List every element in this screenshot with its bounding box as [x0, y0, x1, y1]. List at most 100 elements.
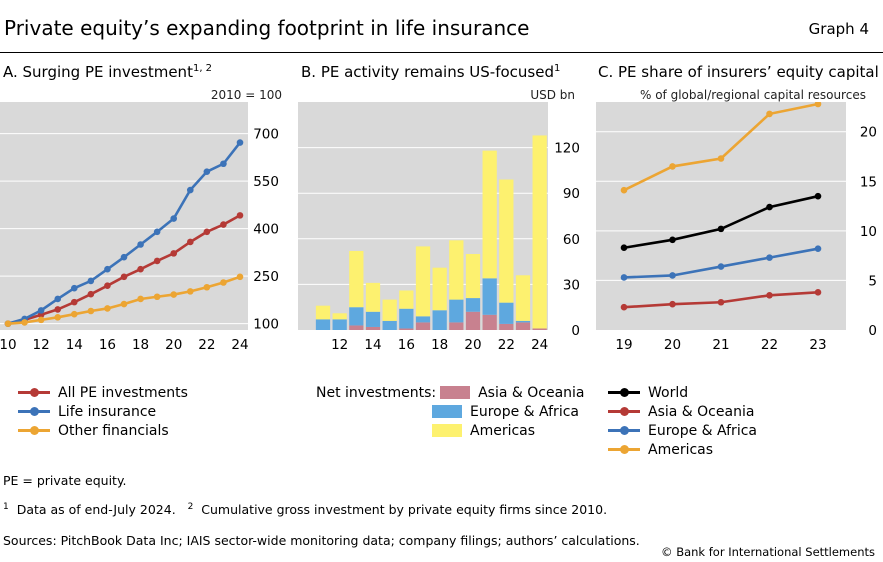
bar-segment — [499, 302, 514, 324]
y-tick-label: 60 — [563, 232, 580, 248]
legend-swatch — [608, 407, 640, 416]
data-point — [70, 310, 78, 318]
legend-item: Net investments: Asia & Oceania — [316, 384, 585, 401]
x-tick-label: 14 — [66, 337, 83, 353]
bar-segment — [415, 322, 431, 330]
data-point — [104, 265, 111, 273]
data-point — [766, 110, 773, 118]
data-point — [717, 298, 725, 306]
bar-segment — [432, 267, 447, 311]
data-point — [54, 306, 62, 313]
data-point — [70, 284, 78, 292]
bar-segment — [415, 316, 431, 323]
data-point — [717, 225, 725, 233]
x-tick-label: 24 — [531, 337, 548, 353]
legend-swatch — [18, 407, 50, 416]
y-tick-label: 0 — [868, 323, 877, 339]
bar-segment — [465, 298, 481, 312]
data-point — [669, 272, 676, 279]
x-tick-label: 22 — [198, 337, 215, 353]
x-tick-label: 20 — [664, 337, 681, 353]
data-point — [170, 250, 178, 257]
x-tick-label: 16 — [398, 337, 415, 353]
legend-item: Americas — [608, 440, 757, 459]
x-tick-label: 18 — [431, 337, 448, 353]
y-tick-label: 250 — [253, 269, 279, 285]
data-point — [669, 163, 676, 170]
bar-segment — [482, 278, 497, 315]
data-point — [220, 279, 227, 286]
bar-segment — [399, 308, 414, 329]
footnotes: 1 Data as of end-July 2024. 2 Cumulative… — [3, 502, 608, 518]
bar-segment — [349, 250, 364, 308]
bar-segment — [365, 326, 381, 330]
data-point — [120, 273, 128, 281]
panel-b-title: B. PE activity remains US-focused1 — [301, 63, 561, 81]
bar-segment — [482, 314, 497, 330]
legend-swatch — [432, 405, 462, 418]
data-point — [137, 241, 144, 248]
x-tick-label: 10 — [0, 337, 17, 353]
data-point — [186, 288, 194, 295]
data-point — [620, 274, 628, 281]
graph-title: Private equity’s expanding footprint in … — [4, 16, 530, 40]
data-point — [236, 212, 244, 219]
data-point — [236, 273, 244, 281]
data-point — [814, 102, 822, 108]
bar-segment — [432, 310, 447, 330]
data-point — [814, 192, 822, 200]
x-tick-label: 16 — [99, 337, 116, 353]
legend-caption: Net investments: — [316, 384, 437, 401]
bar-segment — [465, 254, 481, 299]
x-tick-label: 19 — [615, 337, 632, 353]
bar-segment — [532, 328, 547, 330]
data-point — [120, 300, 128, 308]
bar-segment — [382, 320, 397, 330]
data-point — [137, 295, 144, 303]
data-point — [203, 228, 211, 236]
data-point — [814, 289, 822, 296]
panel-c-title: C. PE share of insurers’ equity capital — [598, 63, 879, 81]
data-point — [186, 186, 194, 194]
data-point — [620, 244, 628, 252]
x-tick-label: 20 — [165, 337, 182, 353]
bar-segment — [332, 319, 347, 330]
sources-note: Sources: PitchBook Data Inc; IAIS sector… — [3, 533, 640, 548]
bar-segment — [399, 290, 414, 309]
legend-a: All PE investments Life insurance Other … — [18, 383, 188, 440]
data-point — [170, 291, 178, 298]
bar-segment — [349, 307, 364, 326]
graph-number: Graph 4 — [808, 20, 869, 38]
data-point — [54, 295, 62, 303]
x-tick-label: 12 — [33, 337, 50, 353]
panel-a-unit: 2010 = 100 — [210, 88, 282, 102]
data-point — [87, 307, 95, 315]
bar-segment — [382, 299, 397, 321]
data-point — [37, 307, 45, 314]
data-point — [766, 254, 773, 261]
data-point — [137, 265, 144, 273]
bar-segment — [315, 305, 331, 320]
legend-b: Net investments: Asia & Oceania Europe & … — [316, 383, 585, 440]
panel-a-chart: 100 250 400 550 700 10 12 14 16 18 20 22 24 — [0, 102, 279, 353]
bar-segment — [315, 319, 331, 330]
bar-segment — [515, 320, 531, 323]
legend-swatch — [18, 426, 50, 435]
data-point — [236, 139, 244, 146]
bar-segment — [449, 240, 464, 300]
y-tick-label: 700 — [253, 127, 279, 143]
y-tick-label: 0 — [571, 323, 580, 339]
y-tick-label: 90 — [563, 186, 580, 202]
bar-segment — [365, 311, 381, 327]
x-tick-label: 14 — [364, 337, 381, 353]
panel-a: A. Surging PE investment1, 2 2010 = 100 — [0, 58, 290, 358]
x-tick-label: 23 — [809, 337, 826, 353]
data-point — [669, 300, 676, 308]
data-point — [104, 282, 111, 289]
bar-segment — [515, 275, 531, 321]
legend-swatch — [608, 426, 640, 435]
y-tick-label: 100 — [253, 317, 279, 333]
panel-c: C. PE share of insurers’ equity capital … — [596, 58, 883, 358]
bar-segment — [332, 313, 347, 320]
data-point — [814, 245, 822, 253]
